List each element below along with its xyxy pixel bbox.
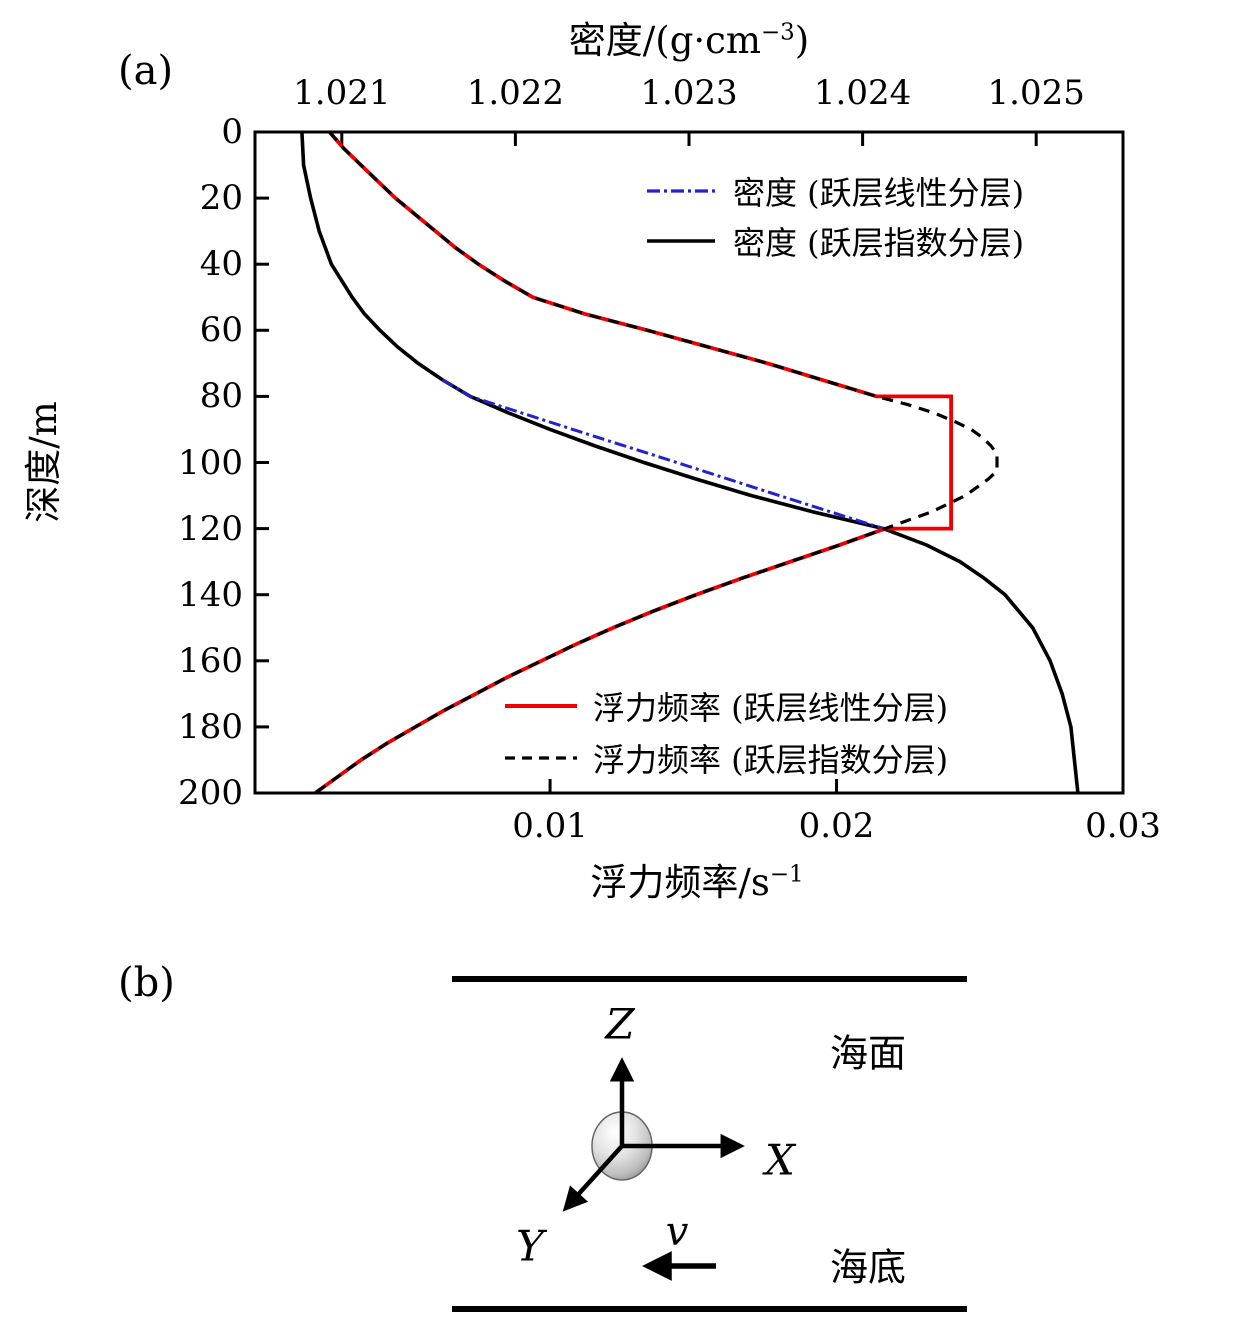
- bottom-axis-title: 浮力频率/s−1: [590, 852, 803, 906]
- legend-line-sample: [647, 189, 715, 193]
- tick-label: 0: [221, 112, 243, 152]
- tick-label: 40: [199, 244, 243, 285]
- panel-b-label: (b): [118, 960, 175, 1006]
- series-dashdot-x_top: [441, 378, 884, 531]
- legend-line-sample: [505, 756, 577, 760]
- sea-bottom-label: 海底: [829, 1245, 907, 1290]
- bottom-axis-title-sup: −1: [769, 861, 804, 888]
- legend-label: 浮力频率 (跃层线性分层): [593, 689, 949, 727]
- top-axis-title-sup: −3: [760, 19, 795, 46]
- legend-label: 浮力频率 (跃层指数分层): [593, 741, 949, 779]
- top-axis-title: 密度/(g·cm−3): [569, 10, 809, 64]
- velocity-label: v: [665, 1209, 689, 1255]
- tick-label: 1.021: [293, 73, 391, 113]
- top-axis-title-text: 密度/(g·cm: [568, 19, 761, 62]
- y-axis-label: Y: [516, 1221, 544, 1271]
- tick-label: 60: [199, 310, 243, 351]
- tick-label: 1.025: [987, 73, 1085, 113]
- plot-curves: [300, 130, 1080, 795]
- legend-item-density-linear: 密度 (跃层线性分层): [645, 169, 1024, 213]
- tick-label: 0.01: [512, 806, 588, 846]
- x-axis-label: X: [765, 1135, 795, 1185]
- tick-label: 160: [178, 640, 243, 681]
- y-axis-arrow: [562, 1144, 624, 1212]
- legend-label: 密度 (跃层线性分层): [733, 174, 1025, 212]
- legend-item-buoyancy-exponential: 浮力频率 (跃层指数分层): [503, 736, 948, 780]
- tick-label: 200: [178, 773, 243, 813]
- tick-label: 1.024: [813, 73, 912, 113]
- tick-label: 140: [178, 574, 243, 615]
- legend-item-density-exponential: 密度 (跃层指数分层): [645, 219, 1024, 263]
- tick-label: 180: [178, 706, 243, 747]
- legend-item-buoyancy-linear: 浮力频率 (跃层线性分层): [503, 684, 948, 728]
- legend-line-sample: [647, 239, 715, 243]
- tick-label: 1.023: [640, 73, 738, 113]
- panel-b-diagram: [452, 976, 967, 1312]
- top-axis-title-suffix: ): [794, 19, 810, 62]
- tick-label: 1.022: [466, 73, 565, 113]
- tick-label: 0.03: [1085, 806, 1161, 846]
- left-axis-title: 深度/m: [22, 401, 65, 523]
- series-dashed-x_bottom: [314, 130, 999, 795]
- series-solid-x_top: [300, 131, 1080, 794]
- bottom-axis-title-text: 浮力频率/s: [590, 861, 770, 904]
- tick-label: 120: [178, 508, 243, 549]
- tick-label: 80: [199, 376, 243, 417]
- z-axis-label: Z: [605, 999, 635, 1049]
- legend-label: 密度 (跃层指数分层): [733, 224, 1025, 262]
- axis-ticks: [255, 130, 1125, 795]
- sea-surface-label: 海面: [829, 1031, 907, 1076]
- tick-label: 20: [199, 178, 243, 219]
- tick-label: 0.02: [798, 806, 875, 846]
- plot-border: [253, 130, 1125, 795]
- tick-label: 100: [178, 442, 243, 483]
- panel-a-label: (a): [118, 48, 174, 94]
- legend-line-sample: [505, 704, 577, 708]
